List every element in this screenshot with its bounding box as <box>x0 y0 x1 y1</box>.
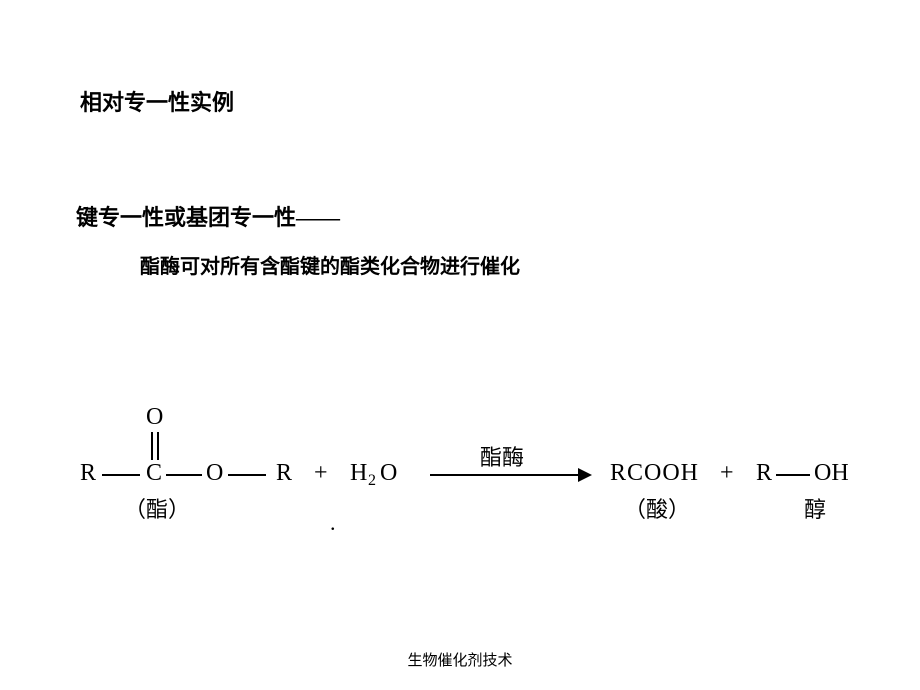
reactant-r1: R <box>80 460 96 487</box>
plus-1: + <box>314 460 328 487</box>
footer-text: 生物催化剂技术 <box>407 653 512 669</box>
reactant-label: （酯） <box>124 492 190 524</box>
water-sub: 2 <box>368 472 376 490</box>
bond-r-c <box>102 474 140 476</box>
bond-c-o <box>166 474 202 476</box>
water-h: H <box>350 460 367 487</box>
subtitle: 键专一性或基团专一性—— <box>76 200 340 232</box>
description: 酯酶可对所有含酯键的酯类化合物进行催化 <box>140 250 520 279</box>
subtitle-text: 键专一性或基团专一性—— <box>76 205 340 230</box>
reaction-diagram: R C O O R （酯） + H 2 O . 酯酶 RCOOH （酸） <box>70 400 860 550</box>
enzyme-label: 酯酶 <box>480 440 524 472</box>
product-alcohol-r: R <box>756 460 772 487</box>
reactant-o-double: O <box>146 404 163 431</box>
bond-c-double-o-2 <box>157 432 159 460</box>
reaction-arrow <box>430 474 590 476</box>
plus-2: + <box>720 460 734 487</box>
reactant-c: C <box>146 460 162 487</box>
dot: . <box>330 510 336 536</box>
title-text: 相对专一性实例 <box>80 90 234 115</box>
description-text: 酯酶可对所有含酯键的酯类化合物进行催化 <box>140 256 520 278</box>
reactant-r2: R <box>276 460 292 487</box>
product-alcohol-oh: OH <box>814 460 849 487</box>
bond-c-double-o-1 <box>151 432 153 460</box>
water-o: O <box>380 460 397 487</box>
reactant-o-single: O <box>206 460 223 487</box>
slide-page: 相对专一性实例 键专一性或基团专一性—— 酯酶可对所有含酯键的酯类化合物进行催化… <box>0 0 920 690</box>
bond-o-r <box>228 474 266 476</box>
bond-r-oh <box>776 474 810 476</box>
product-alcohol-label: 醇 <box>804 492 826 524</box>
product-acid-label: （酸） <box>624 492 690 524</box>
product-acid: RCOOH <box>610 460 699 487</box>
page-title: 相对专一性实例 <box>80 85 234 117</box>
footer: 生物催化剂技术 <box>0 649 920 670</box>
